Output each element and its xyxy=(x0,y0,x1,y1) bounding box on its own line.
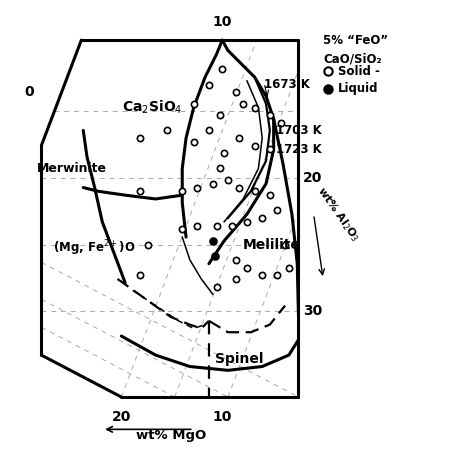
Text: 1723 K: 1723 K xyxy=(275,143,321,156)
Text: CaO/SiO₂: CaO/SiO₂ xyxy=(323,52,382,65)
Text: 0: 0 xyxy=(24,85,34,100)
Text: 30: 30 xyxy=(303,304,323,319)
Text: (Mg, Fe$^{2+}$)O: (Mg, Fe$^{2+}$)O xyxy=(54,239,136,258)
Text: 20: 20 xyxy=(112,410,131,424)
Text: 10: 10 xyxy=(212,16,232,29)
Text: 1703 K: 1703 K xyxy=(275,124,321,137)
Text: Liquid: Liquid xyxy=(337,82,378,95)
Text: 5% “FeO”: 5% “FeO” xyxy=(323,35,388,47)
Text: 1673 K: 1673 K xyxy=(264,78,310,91)
Text: 10: 10 xyxy=(212,410,232,424)
Text: Solid -: Solid - xyxy=(337,65,380,78)
Text: Spinel: Spinel xyxy=(215,352,264,366)
Text: Ca$_2$SiO$_4$: Ca$_2$SiO$_4$ xyxy=(121,99,182,116)
Text: wt% MgO: wt% MgO xyxy=(136,429,206,442)
Text: Melilite: Melilite xyxy=(243,237,301,252)
Text: Merwinite: Merwinite xyxy=(37,162,107,175)
Text: wt% Al$_2$O$_3$: wt% Al$_2$O$_3$ xyxy=(314,184,362,245)
Text: 20: 20 xyxy=(303,171,323,185)
